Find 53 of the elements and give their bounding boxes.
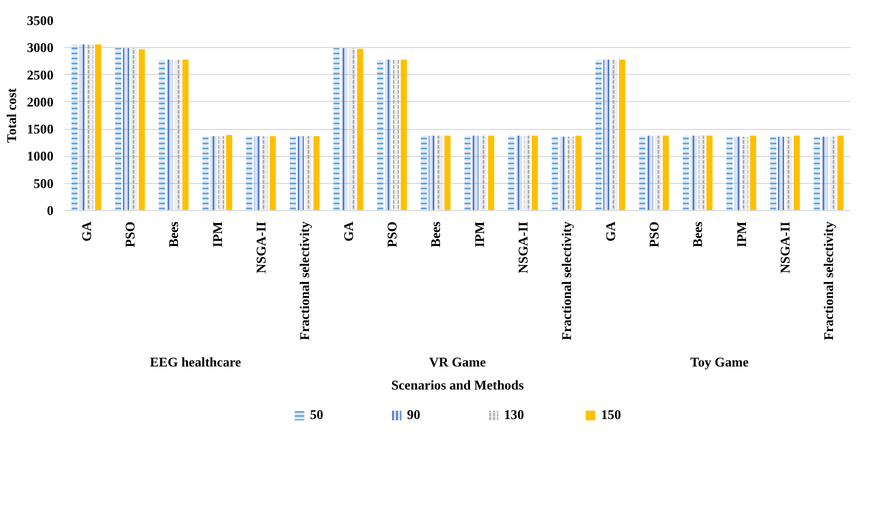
x-tick-label: PSO xyxy=(122,222,138,248)
bar xyxy=(532,136,538,210)
x-tick-label: Fractional selectivity xyxy=(297,221,312,340)
bar xyxy=(138,49,145,210)
bar xyxy=(95,44,102,210)
x-tick-label: Fractional selectivity xyxy=(821,221,836,340)
y-tick-label: 2000 xyxy=(26,94,54,110)
y-tick-label: 3000 xyxy=(26,40,54,56)
legend-label: 50 xyxy=(310,407,324,423)
x-axis-title: Scenarios and Methods xyxy=(391,378,524,392)
x-tick-label: IPM xyxy=(210,221,225,248)
y-tick-label: 2500 xyxy=(26,67,54,82)
bar xyxy=(794,136,800,210)
bar xyxy=(662,136,669,210)
x-tick-label: Bees xyxy=(690,221,706,248)
legend-label: 150 xyxy=(601,407,621,423)
text: VR Game xyxy=(429,354,486,370)
legend-label: 90 xyxy=(407,407,422,423)
x-tick-label: GA xyxy=(602,221,618,242)
y-tick-label: 1000 xyxy=(26,148,54,164)
bar xyxy=(837,136,844,210)
bar xyxy=(400,60,407,210)
text: Toy Game xyxy=(690,354,749,370)
x-tick-label: GA xyxy=(78,221,94,242)
bar xyxy=(575,136,582,210)
bar xyxy=(270,136,276,210)
bar xyxy=(619,60,626,210)
x-tick-label: GA xyxy=(340,221,356,242)
bar xyxy=(226,135,232,210)
legend-label: 130 xyxy=(504,407,524,423)
bar xyxy=(313,136,320,210)
x-tick-label: PSO xyxy=(384,222,400,248)
bar xyxy=(488,136,494,210)
bar xyxy=(706,136,713,210)
y-tick-label: 3500 xyxy=(26,13,54,28)
y-tick-label: 500 xyxy=(34,176,54,191)
x-tick-label: IPM xyxy=(472,221,487,248)
x-tick-label: IPM xyxy=(734,221,749,248)
x-tick-label: NSGA-II xyxy=(778,222,792,274)
y-axis-title: Total cost xyxy=(4,88,19,143)
x-tick-label: Bees xyxy=(166,221,182,248)
x-tick-label: Bees xyxy=(428,221,444,248)
text: EEG healthcare xyxy=(150,354,242,370)
y-tick-label: 1500 xyxy=(26,122,54,137)
y-tick-label: 0 xyxy=(46,203,54,218)
x-tick-label: Fractional selectivity xyxy=(559,221,574,340)
x-tick-label: PSO xyxy=(646,222,662,248)
x-tick-label: NSGA-II xyxy=(254,222,268,274)
x-tick-label: NSGA-II xyxy=(516,222,530,274)
bar xyxy=(182,60,189,210)
bar xyxy=(444,136,451,210)
bar xyxy=(750,136,756,210)
bar xyxy=(357,48,364,210)
